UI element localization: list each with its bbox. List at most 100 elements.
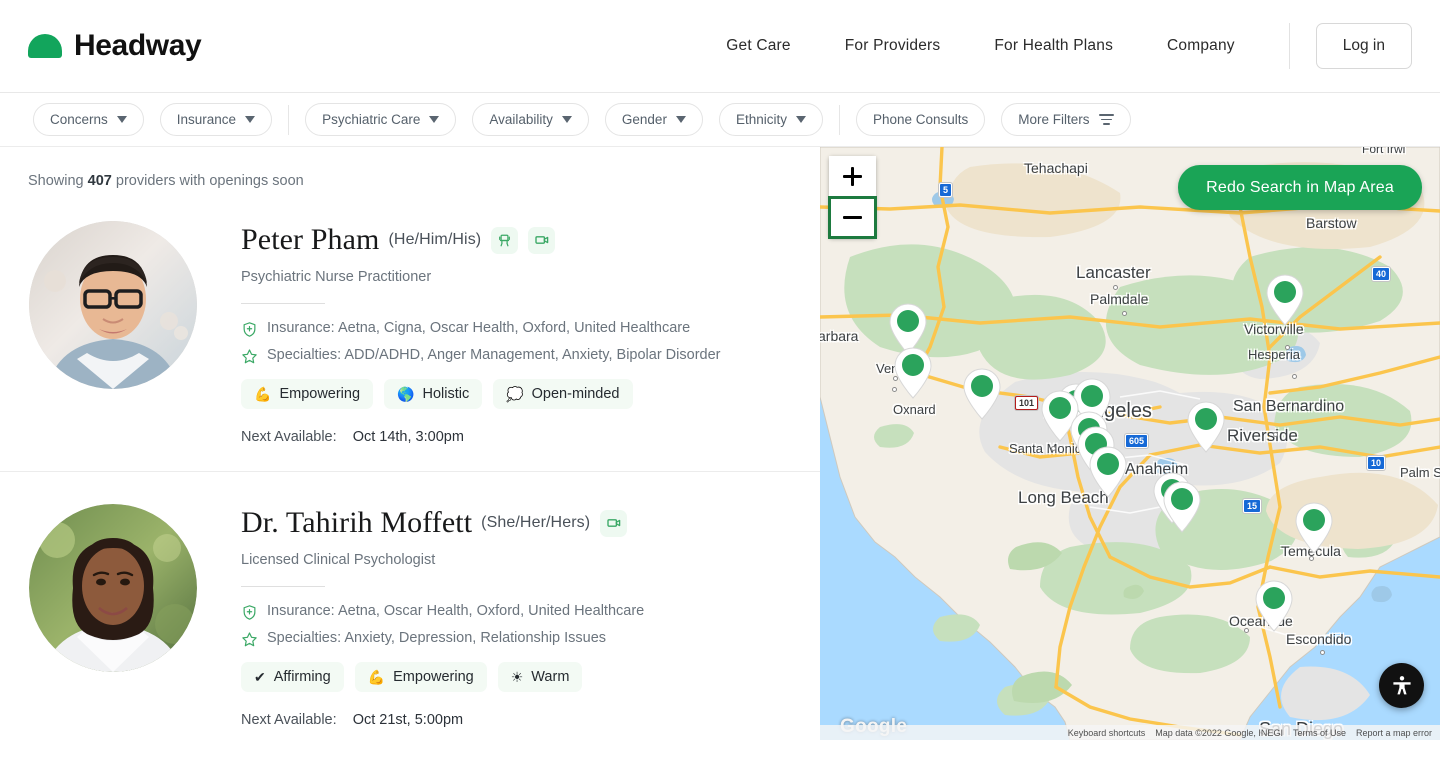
filter-chip-label: Ethnicity <box>735 112 787 127</box>
insurance-label: Insurance: <box>267 603 335 619</box>
filter-chip-label: Insurance <box>176 112 237 127</box>
provider-info: Dr. Tahirih Moffett (She/Her/Hers) Licen… <box>241 500 792 728</box>
map-pin[interactable] <box>888 303 928 355</box>
provider-card[interactable]: Dr. Tahirih Moffett (She/Her/Hers) Licen… <box>0 471 820 754</box>
chevron-down-icon <box>116 116 127 123</box>
tag-label: Empowering <box>393 669 474 685</box>
filter-chip-label: Phone Consults <box>872 112 969 127</box>
flexed-biceps-icon: 💪 <box>367 669 386 685</box>
next-available-value[interactable]: Oct 14th, 3:00pm <box>352 429 464 445</box>
map-pin[interactable] <box>1294 502 1334 554</box>
provider-name-row: Dr. Tahirih Moffett (She/Her/Hers) <box>241 506 792 540</box>
next-available-label: Next Available: <box>241 712 337 728</box>
chevron-down-icon <box>429 116 440 123</box>
nav-link-get-care[interactable]: Get Care <box>726 37 791 54</box>
tag-empowering: 💪 Empowering <box>241 379 374 409</box>
specialties-label: Specialties: <box>267 347 342 363</box>
map-pin[interactable] <box>1254 580 1294 632</box>
nav-link-for-providers[interactable]: For Providers <box>844 37 941 54</box>
provider-card[interactable]: Peter Pham (He/Him/His) <box>0 189 820 471</box>
attribution-keyboard-shortcuts[interactable]: Keyboard shortcuts <box>1067 727 1146 738</box>
filter-chip-ethnicity[interactable]: Ethnicity <box>718 103 823 136</box>
provider-info: Peter Pham (He/Him/His) <box>241 217 792 445</box>
chevron-down-icon <box>675 116 686 123</box>
divider <box>241 303 325 304</box>
provider-specialties-text: Specialties: ADD/ADHD, Anger Management,… <box>267 347 720 363</box>
brand-logo[interactable]: Headway <box>28 29 202 63</box>
tag-open-minded: 💭 Open-minded <box>493 379 633 409</box>
headway-logo-icon <box>28 34 62 58</box>
accessibility-button[interactable] <box>1379 663 1424 708</box>
provider-pronouns: (He/Him/His) <box>388 231 482 248</box>
tag-warm: ☀ Warm <box>497 662 583 692</box>
tag-holistic: 🌎 Holistic <box>384 379 483 409</box>
map-pin[interactable] <box>1265 274 1305 326</box>
map-pin[interactable] <box>893 347 933 399</box>
map-pin[interactable] <box>1088 446 1128 498</box>
provider-name-row: Peter Pham (He/Him/His) <box>241 223 792 257</box>
tag-label: Empowering <box>279 386 361 402</box>
filter-chip-insurance[interactable]: Insurance <box>159 103 273 136</box>
avatar-photo <box>29 504 197 672</box>
thought-balloon-icon: 💭 <box>506 386 524 402</box>
filter-chip-psychiatric-care[interactable]: Psychiatric Care <box>305 103 457 136</box>
filter-lines-icon <box>1098 113 1114 126</box>
filter-chip-phone-consults[interactable]: Phone Consults <box>855 103 986 136</box>
nav-link-company[interactable]: Company <box>1167 37 1235 54</box>
tag-affirming: ✔ Affirming <box>241 662 344 692</box>
specialties-value: ADD/ADHD, Anger Management, Anxiety, Bip… <box>344 347 721 363</box>
map-pin[interactable] <box>1162 481 1202 533</box>
sun-icon: ☀ <box>510 669 524 685</box>
provider-tags: ✔ Affirming 💪 Empowering ☀ Warm <box>241 662 792 692</box>
provider-insurance-text: Insurance: Aetna, Oscar Health, Oxford, … <box>267 603 644 619</box>
next-available-value[interactable]: Oct 21st, 5:00pm <box>352 712 464 728</box>
filter-chip-more-filters[interactable]: More Filters <box>1001 103 1131 136</box>
divider <box>241 586 325 587</box>
provider-next-available: Next Available: Oct 21st, 5:00pm <box>241 712 792 728</box>
attribution-map-data: Map data ©2022 Google, INEGI <box>1155 727 1283 738</box>
attribution-terms[interactable]: Terms of Use <box>1292 727 1346 738</box>
filter-chip-gender[interactable]: Gender <box>604 103 703 136</box>
main-nav: Get Care For Providers For Health Plans … <box>726 23 1440 69</box>
specialties-label: Specialties: <box>267 630 342 646</box>
map-panel[interactable]: Fort Irwi Tehachapi Barstow Lancaster Pa… <box>820 147 1440 740</box>
avatar-photo <box>29 221 197 389</box>
login-button[interactable]: Log in <box>1315 23 1412 69</box>
provider-next-available: Next Available: Oct 14th, 3:00pm <box>241 429 792 445</box>
insurance-value: Aetna, Cigna, Oscar Health, Oxford, Unit… <box>337 320 691 336</box>
specialties-value: Anxiety, Depression, Relationship Issues <box>344 630 607 646</box>
provider-insurance-line: Insurance: Aetna, Cigna, Oscar Health, O… <box>241 320 792 338</box>
filter-chip-availability[interactable]: Availability <box>472 103 589 136</box>
globe-icon: 🌎 <box>397 386 415 402</box>
brand-name: Headway <box>74 29 202 62</box>
zoom-in-button[interactable] <box>829 156 876 197</box>
tag-label: Holistic <box>422 386 470 402</box>
map-pin[interactable] <box>1040 390 1080 442</box>
nav-link-for-health-plans[interactable]: For Health Plans <box>994 37 1114 54</box>
showing-suffix: providers with openings soon <box>115 173 304 189</box>
site-header: Headway Get Care For Providers For Healt… <box>0 0 1440 93</box>
tag-label: Warm <box>531 669 570 685</box>
attribution-report-error[interactable]: Report a map error <box>1355 727 1432 738</box>
filter-chip-label: Psychiatric Care <box>322 112 421 127</box>
filter-chip-concerns[interactable]: Concerns <box>33 103 144 136</box>
check-mark-icon: ✔ <box>254 669 266 685</box>
map-pin[interactable] <box>962 368 1002 420</box>
filter-chip-label: Availability <box>489 112 553 127</box>
provider-pronouns: (She/Her/Hers) <box>481 514 591 531</box>
filter-chip-label: More Filters <box>1018 112 1090 127</box>
shield-plus-icon <box>243 605 256 620</box>
map-pin[interactable] <box>1186 401 1226 453</box>
redo-search-button[interactable]: Redo Search in Map Area <box>1178 165 1422 210</box>
showing-prefix: Showing <box>28 173 84 189</box>
zoom-out-button[interactable] <box>828 196 877 239</box>
provider-insurance-text: Insurance: Aetna, Cigna, Oscar Health, O… <box>267 320 690 336</box>
provider-name[interactable]: Dr. Tahirih Moffett <box>241 506 473 539</box>
filter-bar: Concerns Insurance Psychiatric Care Avai… <box>0 93 1440 147</box>
provider-specialties-line: Specialties: Anxiety, Depression, Relati… <box>241 630 792 648</box>
next-available-label: Next Available: <box>241 429 337 445</box>
tag-label: Open-minded <box>531 386 620 402</box>
nav-divider <box>1288 23 1290 69</box>
provider-name[interactable]: Peter Pham <box>241 223 380 256</box>
tag-label: Affirming <box>273 669 331 685</box>
